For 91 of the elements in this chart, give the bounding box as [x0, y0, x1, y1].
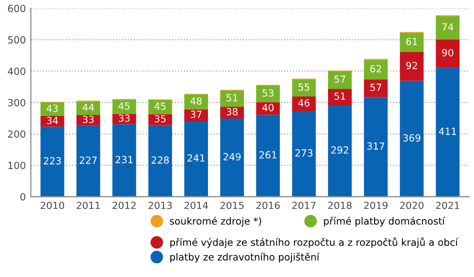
data-label: 231	[116, 156, 133, 164]
data-label: 223	[44, 157, 61, 164]
bar	[256, 114, 280, 197]
y-tick-label: 500	[8, 36, 26, 44]
legend-label: přímé výdaje ze státního rozpočtu a z rozpočtů krajů a obcí	[170, 238, 458, 248]
x-tick-label: 2019	[364, 202, 388, 210]
data-label: 249	[224, 153, 241, 160]
data-label: 227	[80, 156, 97, 164]
data-label: 92	[406, 62, 417, 70]
bar	[148, 125, 172, 197]
data-label: 61	[406, 38, 418, 46]
y-tick-label: 0	[20, 193, 26, 200]
x-tick-label: 2021	[436, 202, 460, 210]
bar	[184, 94, 208, 110]
data-label: 45	[118, 102, 130, 110]
data-label: 57	[370, 84, 382, 92]
x-tick-label: 2017	[292, 202, 316, 210]
bar	[436, 68, 460, 197]
data-label: 62	[370, 64, 382, 72]
bar	[220, 106, 244, 118]
legend-label: platby ze zdravotního pojištění	[170, 252, 320, 262]
bar	[328, 71, 352, 89]
y-tick-label: 400	[8, 68, 26, 75]
data-label: 40	[262, 104, 274, 112]
data-label: 51	[334, 92, 346, 100]
bar	[292, 79, 316, 97]
x-tick-label: 2012	[112, 202, 136, 210]
data-label: 46	[298, 99, 310, 107]
data-label: 34	[46, 116, 58, 124]
x-tick-label: 2011	[76, 202, 100, 210]
data-label: 90	[442, 48, 454, 56]
x-tick-label: 2010	[40, 202, 64, 210]
data-label: 57	[334, 76, 346, 83]
bar	[292, 96, 316, 111]
bar	[40, 126, 64, 197]
data-label: 317	[367, 142, 384, 150]
bar	[436, 16, 460, 40]
bar	[400, 32, 424, 52]
data-label: 74	[442, 23, 454, 30]
data-label: 43	[46, 104, 58, 112]
y-tick-label: 200	[8, 130, 26, 138]
bar	[328, 88, 352, 105]
data-label: 55	[298, 83, 310, 91]
bar	[148, 100, 172, 114]
x-tick-label: 2015	[220, 202, 244, 210]
bar	[184, 109, 208, 122]
bar	[256, 86, 280, 102]
x-tick-label: 2018	[328, 202, 352, 210]
bar	[364, 60, 388, 80]
y-tick-label: 300	[8, 98, 26, 106]
bar	[112, 100, 136, 114]
bar	[364, 97, 388, 197]
bar	[364, 79, 388, 98]
y-tick-label: 100	[8, 162, 26, 170]
bar	[112, 124, 136, 197]
data-label: 33	[82, 116, 94, 124]
bar	[220, 118, 244, 197]
data-label: 44	[82, 104, 94, 111]
y-tick-label: 600	[8, 4, 26, 12]
data-label: 48	[190, 97, 202, 105]
data-label: 241	[188, 154, 205, 162]
data-label: 261	[259, 151, 276, 159]
bar	[400, 80, 424, 197]
data-label: 51	[226, 94, 238, 102]
x-tick-label: 2016	[256, 202, 280, 210]
data-label: 53	[262, 89, 274, 97]
data-label: 33	[118, 114, 130, 122]
data-label: 37	[190, 110, 202, 118]
data-label: 228	[152, 156, 169, 164]
bar	[220, 90, 244, 107]
bar	[40, 102, 64, 116]
data-label: 369	[403, 134, 420, 142]
data-label: 411	[438, 128, 456, 135]
data-label: 35	[154, 115, 166, 122]
x-tick-label: 2014	[184, 202, 208, 210]
bar	[76, 101, 100, 116]
data-label: 38	[226, 108, 238, 116]
bar	[292, 110, 316, 197]
bar	[400, 52, 424, 81]
x-tick-label: 2020	[400, 202, 424, 210]
bar	[328, 105, 352, 197]
bar	[76, 125, 100, 197]
legend-label: přímé platby domácností	[324, 216, 446, 227]
data-label: 273	[295, 149, 312, 157]
x-tick-label: 2013	[148, 202, 172, 210]
bar	[436, 39, 460, 68]
data-label: 45	[154, 102, 166, 110]
data-label: 292	[331, 146, 348, 154]
bar	[256, 102, 280, 115]
bar	[184, 121, 208, 197]
legend-label: soukromé zdroje *)	[170, 216, 262, 227]
